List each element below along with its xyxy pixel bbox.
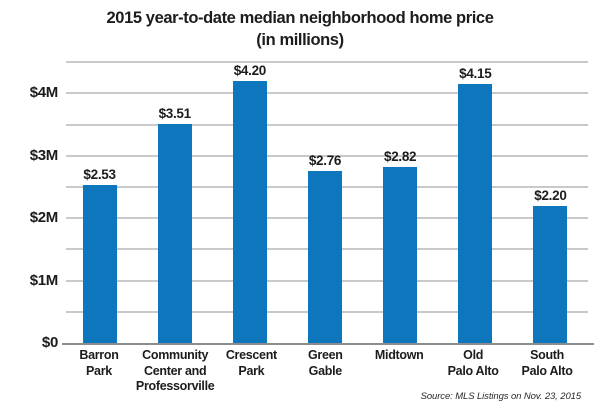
bar-value-label: $2.20 (534, 187, 567, 203)
y-axis-tick-label: $1M (29, 271, 59, 289)
bar-column: $2.76 (287, 50, 362, 343)
bars-row: $2.53 $3.51 $4.20 $2.76 $2.82 $4.15 $2.20 (62, 50, 588, 343)
chart-title-line2: (in millions) (256, 31, 344, 49)
bar-value-label: $2.76 (308, 152, 342, 168)
bar-column: $4.15 (438, 50, 513, 343)
bar-column: $4.20 (212, 50, 287, 343)
x-axis-category-label: Crescent Park (225, 348, 277, 378)
y-axis-tick-label: $3M (29, 146, 59, 164)
y-axis-tick-label: $0 (41, 334, 58, 351)
gridline (66, 154, 588, 157)
y-axis-tick-label: $4M (29, 84, 59, 102)
chart-title-line1: 2015 year-to-date median neighborhood ho… (106, 9, 494, 27)
source-note: Source: MLS Listings on Nov. 23, 2015 (420, 391, 581, 402)
x-axis-category-label: South Palo Alto (521, 348, 573, 378)
bar-column: $2.82 (363, 50, 438, 343)
gridline (66, 61, 588, 64)
bar-value-label: $3.51 (158, 105, 192, 121)
x-axis-labels: Barron Park Community Center and Professo… (62, 348, 584, 395)
x-axis-category-label: Barron Park (79, 348, 119, 378)
bar (82, 185, 117, 343)
bar (458, 84, 493, 343)
bar (232, 80, 267, 343)
x-axis-category-label: Midtown (374, 348, 424, 362)
bar-column: $3.51 (137, 50, 212, 343)
x-axis-category-label: Green Gable (307, 348, 343, 378)
bar-column: $2.20 (513, 50, 588, 343)
plot-area: $2.53 $3.51 $4.20 $2.76 $2.82 $4.15 $2.20 (62, 50, 594, 345)
gridline (66, 123, 588, 126)
bar-column: $2.53 (62, 50, 137, 343)
bar-value-label: $2.82 (383, 149, 417, 165)
x-axis-category-label: Community Center and Professorville (135, 348, 215, 393)
x-axis-line (62, 342, 594, 345)
bar (533, 205, 568, 343)
y-axis-tick-label: $2M (29, 209, 59, 227)
x-axis-category-label: Old Palo Alto (447, 348, 499, 378)
bar (307, 170, 342, 343)
gridline (66, 92, 588, 95)
chart-title: 2015 year-to-date median neighborhood ho… (0, 7, 600, 51)
bar-value-label: $4.15 (459, 66, 492, 82)
bar (157, 123, 192, 343)
bar (383, 167, 418, 343)
bar-value-label: $2.53 (83, 167, 116, 183)
bar-value-label: $4.20 (233, 62, 267, 78)
